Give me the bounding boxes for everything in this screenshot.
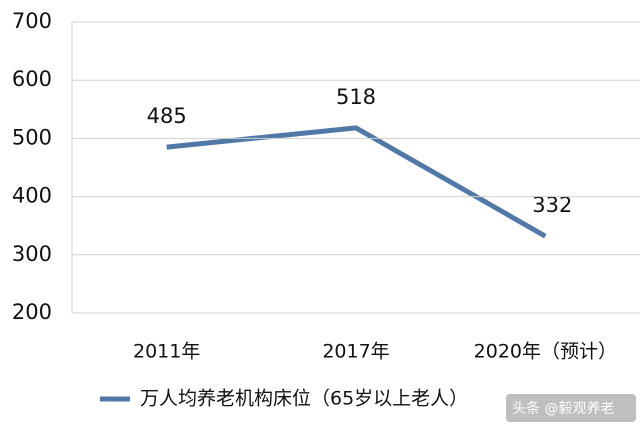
y-tick-label: 600: [12, 67, 52, 91]
y-tick-label: 400: [12, 184, 52, 208]
x-tick-label: 2020年（预计）: [474, 341, 617, 363]
watermark: 头条 @毅观养老: [512, 400, 614, 417]
y-tick-label: 200: [12, 300, 52, 324]
x-tick-label: 2011年: [133, 341, 200, 363]
legend-label: 万人均养老机构床位（65岁以上老人）: [140, 388, 468, 410]
y-tick-label: 300: [12, 242, 52, 266]
series-line: [166, 125, 547, 239]
data-label: 485: [147, 104, 187, 128]
y-tick-label: 500: [12, 125, 52, 149]
y-tick-label: 700: [12, 9, 52, 33]
data-label: 332: [532, 193, 572, 217]
data-label: 518: [336, 85, 376, 109]
x-tick-label: 2017年: [322, 341, 389, 363]
watermark-bg: [506, 394, 636, 422]
